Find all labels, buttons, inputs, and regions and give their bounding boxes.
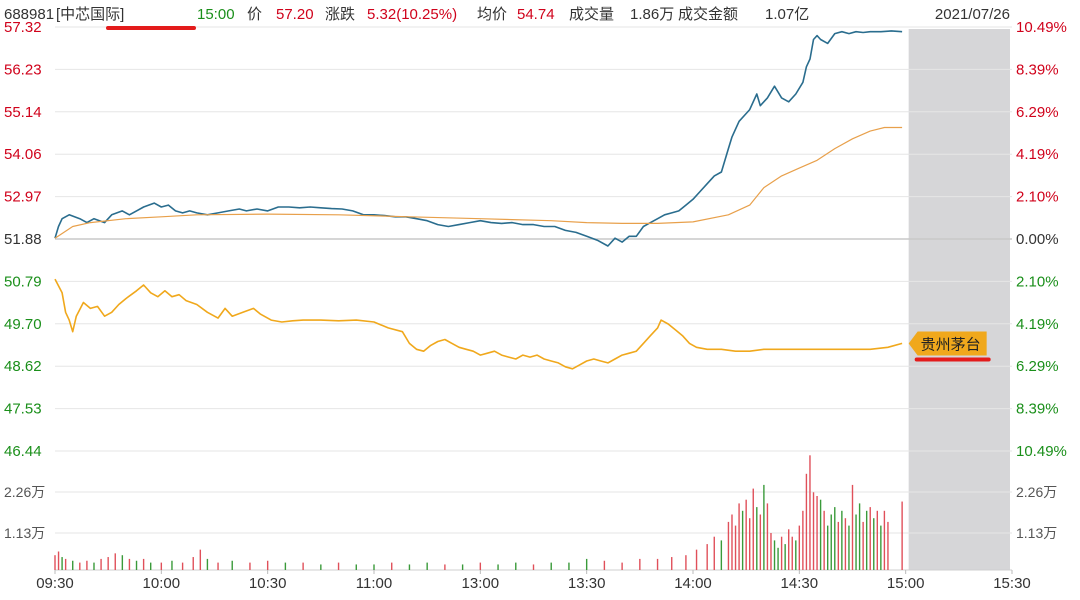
price-tick-label: 47.53	[4, 401, 42, 418]
volume-bars	[54, 455, 903, 570]
price-tick-label: 48.62	[4, 358, 42, 375]
amount-value: 1.07亿	[765, 6, 809, 23]
x-tick-label: 10:30	[249, 575, 287, 592]
stock-name: [中芯国际]	[56, 6, 124, 23]
name-underline-annotation	[106, 26, 196, 30]
volume-axis: 2.26万 2.26万 1.13万 1.13万	[4, 484, 1057, 541]
percent-tick-label: 4.19%	[1016, 316, 1059, 333]
price-tick-label: 56.23	[4, 61, 42, 78]
price-tick-label: 51.88	[4, 231, 42, 248]
volume-tick-label-right: 1.13万	[1016, 525, 1057, 541]
volume-label: 成交量	[569, 5, 614, 23]
volume-value: 1.86万	[630, 6, 674, 23]
percent-tick-label: 6.29%	[1016, 358, 1059, 375]
x-tick-label: 15:00	[887, 575, 925, 592]
percent-tick-label: 10.49%	[1016, 443, 1067, 460]
price-tick-label: 57.32	[4, 19, 42, 36]
time-value: 15:00	[197, 6, 235, 23]
price-line	[54, 30, 903, 247]
price-tick-label: 55.14	[4, 104, 42, 121]
percent-tick-label: 10.49%	[1016, 19, 1067, 36]
after-hours-band	[908, 29, 1010, 570]
x-tick-label: 15:30	[993, 575, 1031, 592]
x-tick-label: 14:30	[781, 575, 819, 592]
compare-tag: 贵州茅台	[908, 331, 991, 362]
compare-tag-arrow	[908, 331, 987, 356]
tag-underline-annotation	[914, 357, 991, 362]
grid-lines	[55, 26, 1012, 571]
x-tick-label: 13:30	[568, 575, 606, 592]
avg-label: 均价	[477, 6, 507, 23]
price-label: 价	[247, 6, 262, 23]
stock-code: 688981	[4, 6, 54, 23]
price-tick-label: 50.79	[4, 273, 42, 290]
compare-line	[54, 278, 903, 370]
percent-tick-label: 8.39%	[1016, 61, 1059, 78]
change-label: 涨跌	[325, 6, 355, 23]
amount-label: 成交金额	[678, 5, 738, 23]
avg-line	[54, 126, 903, 239]
header-bar: 688981 [中芯国际] 15:00 价 57.20 涨跌 5.32(10.2…	[4, 5, 1010, 23]
price-tick-label: 54.06	[4, 146, 42, 163]
percent-tick-label: 8.39%	[1016, 401, 1059, 418]
price-axis: 57.32 56.23 55.14 54.06 52.97 51.88 50.79 49.70…	[4, 19, 42, 460]
date-value: 2021/07/26	[935, 6, 1010, 23]
percent-tick-label: 0.00%	[1016, 231, 1059, 248]
percent-axis: 10.49% 8.39% 6.29% 4.19% 2.10% 0.00% 2.10% 4.19…	[1016, 19, 1067, 460]
price-tick-label: 49.70	[4, 316, 42, 333]
volume-tick-label-left: 2.26万	[4, 484, 45, 500]
percent-tick-label: 6.29%	[1016, 104, 1059, 121]
avg-value: 54.74	[517, 6, 555, 23]
price-value: 57.20	[276, 6, 314, 23]
volume-tick-label-right: 2.26万	[1016, 484, 1057, 500]
x-tick-label: 13:00	[462, 575, 500, 592]
price-tick-label: 52.97	[4, 189, 42, 206]
compare-tag-label: 贵州茅台	[921, 336, 981, 353]
percent-tick-label: 2.10%	[1016, 189, 1059, 206]
x-tick-label: 09:30	[36, 575, 74, 592]
price-tick-label: 46.44	[4, 443, 42, 460]
x-tick-label: 11:00	[356, 575, 392, 592]
x-tick-label: 10:00	[143, 575, 181, 592]
volume-tick-label-left: 1.13万	[4, 525, 45, 541]
change-value: 5.32(10.25%)	[367, 6, 457, 23]
series-lines	[54, 30, 903, 370]
percent-tick-label: 2.10%	[1016, 273, 1059, 290]
percent-tick-label: 4.19%	[1016, 146, 1059, 163]
time-axis: 09:30 10:00 10:30 11:00 13:00 13:30 14:00 14:30…	[36, 570, 1031, 592]
x-tick-label: 14:00	[674, 575, 712, 592]
